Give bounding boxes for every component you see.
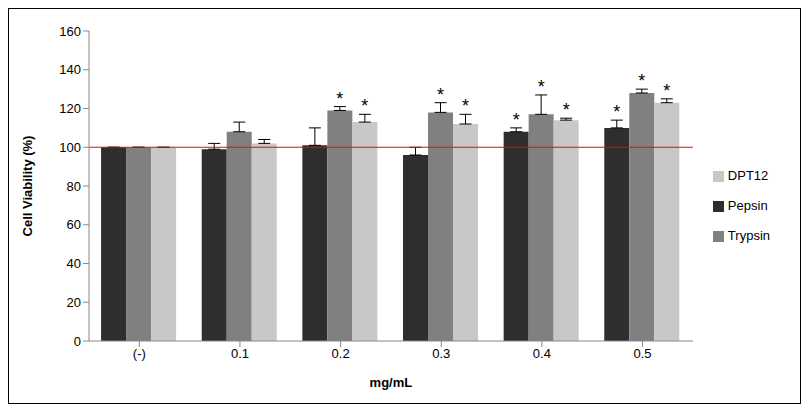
svg-text:0.2: 0.2 (332, 346, 350, 361)
svg-text:0.3: 0.3 (432, 346, 450, 361)
html-text:DPT12: DPT12 (727, 168, 769, 183)
svg-text:(-): (-) (133, 346, 146, 361)
svg-text:*: * (462, 96, 469, 116)
svg-text:*: * (613, 102, 620, 122)
svg-text:120: 120 (59, 101, 81, 116)
svg-text:Cell Viability (%): Cell Viability (%) (20, 136, 35, 237)
svg-text:100: 100 (59, 140, 81, 155)
svg-text:60: 60 (67, 217, 81, 232)
svg-text:0.4: 0.4 (533, 346, 551, 361)
svg-text:40: 40 (67, 256, 81, 271)
svg-text:*: * (538, 77, 545, 97)
svg-text:*: * (336, 89, 343, 109)
svg-text:*: * (437, 85, 444, 105)
html-text:Pepsin: Pepsin (727, 198, 768, 213)
svg-text:*: * (361, 96, 368, 116)
svg-text:20: 20 (67, 295, 81, 310)
svg-text:*: * (663, 81, 670, 101)
svg-text:80: 80 (67, 179, 81, 194)
svg-text:0.5: 0.5 (633, 346, 651, 361)
svg-text:0: 0 (74, 334, 81, 349)
svg-text:mg/mL: mg/mL (370, 375, 413, 390)
svg-text:*: * (563, 100, 570, 120)
svg-text:*: * (513, 110, 520, 130)
svg-text:140: 140 (59, 62, 81, 77)
svg-text:*: * (638, 71, 645, 91)
svg-text:160: 160 (59, 24, 81, 39)
svg-text:0.1: 0.1 (231, 346, 249, 361)
html-text:Trypsin: Trypsin (727, 228, 770, 243)
